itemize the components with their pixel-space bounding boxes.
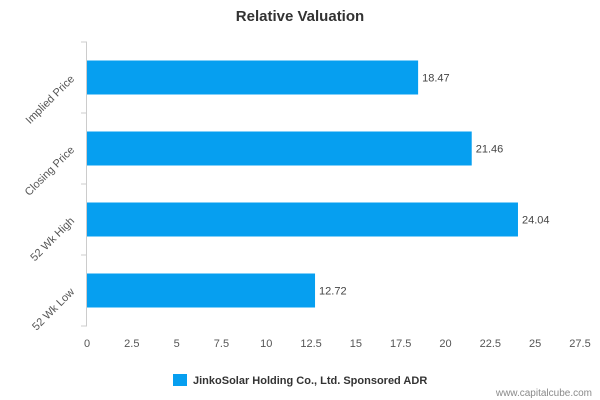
x-tick-label: 20 [439,338,451,350]
bar [87,131,472,166]
bar [87,273,316,308]
x-tick-label: 10 [260,338,272,350]
bars-layer: 18.47 21.46 24.04 12.72 [87,60,550,308]
legend: JinkoSolar Holding Co., Ltd. Sponsored A… [173,374,427,387]
bar-value-label: 24.04 [522,215,550,227]
category-label: 52 Wk High [28,215,77,264]
legend-swatch [173,374,187,386]
category-label: Implied Price [24,73,77,126]
x-tick-label: 5 [174,338,180,350]
x-tick-label: 17.5 [390,338,411,350]
bar-value-label: 21.46 [476,144,504,156]
legend-label: JinkoSolar Holding Co., Ltd. Sponsored A… [193,375,427,387]
bar [87,60,419,95]
x-tick-label: 0 [84,338,90,350]
x-tick-label: 12.5 [300,338,321,350]
x-tick-label: 25 [529,338,541,350]
axis-layer [81,41,87,327]
x-tick-labels: 0 2.5 5 7.5 10 12.5 15 17.5 20 22.5 25 27.5 [84,338,591,350]
x-tick-label: 15 [350,338,362,350]
chart-title: Relative Valuation [236,8,364,25]
x-tick-label: 27.5 [569,338,590,350]
x-tick-label: 2.5 [124,338,139,350]
bar-value-label: 18.47 [422,73,450,85]
category-labels: Implied Price Closing Price 52 Wk High 52 W… [23,73,77,333]
category-label: Closing Price [23,144,77,198]
x-tick-label: 22.5 [480,338,501,350]
watermark: www.capitalcube.com [495,388,592,399]
bar [87,202,518,237]
x-tick-label: 7.5 [214,338,229,350]
category-label: 52 Wk Low [30,286,77,333]
bar-value-label: 12.72 [319,286,347,298]
